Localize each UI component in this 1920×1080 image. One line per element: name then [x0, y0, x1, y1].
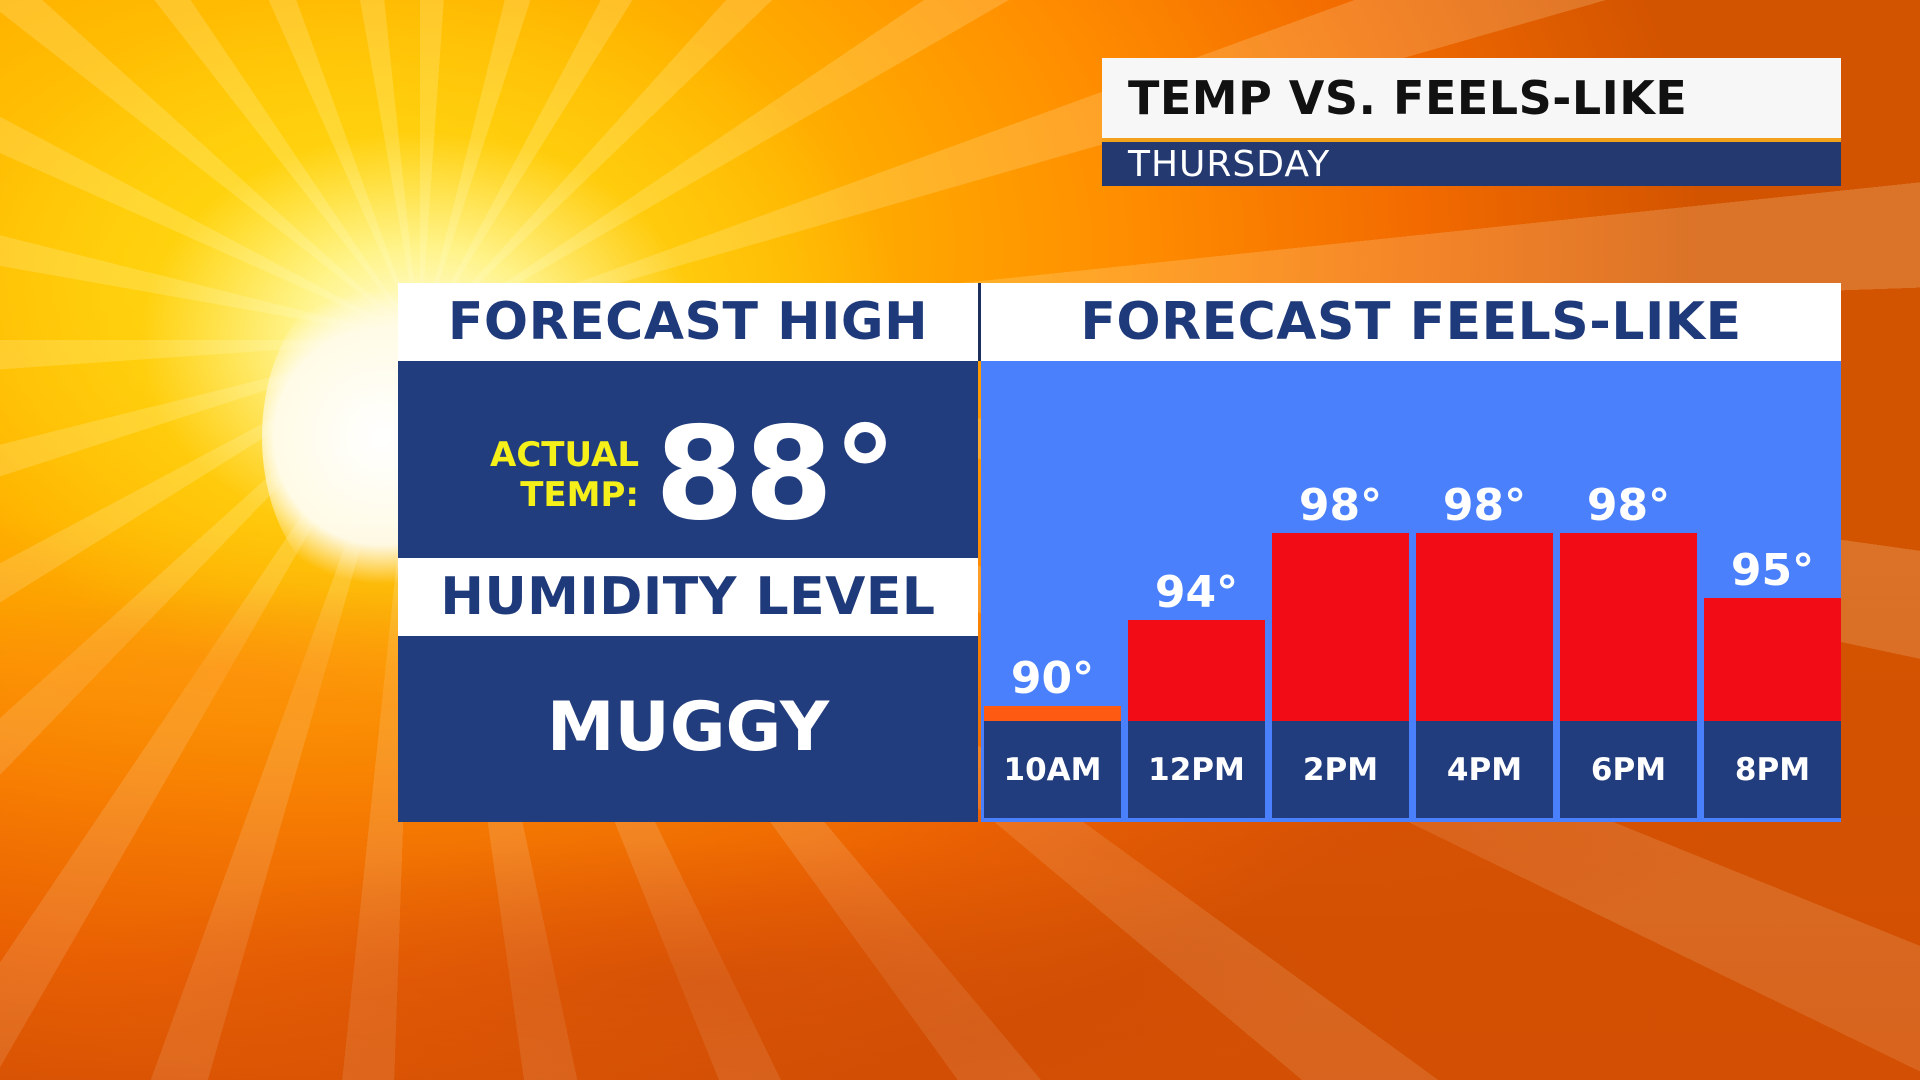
title-box: TEMP VS. FEELS-LIKE THURSDAY [1102, 58, 1841, 186]
bar-column-12pm: 94° 12PM [1128, 361, 1265, 818]
feels-like-panel: FORECAST FEELS-LIKE 90° 10AM 94° 12PM 98° 2PM… [981, 283, 1841, 822]
bar-12pm [1128, 619, 1265, 721]
bar-value-label: 95° [1730, 545, 1815, 597]
time-label: 2PM [1272, 721, 1409, 818]
bar-8pm [1704, 598, 1841, 721]
bar-4pm [1416, 533, 1553, 721]
actual-label-line1: ACTUAL [490, 435, 639, 475]
bar-value-label: 98° [1442, 480, 1527, 532]
bar-2pm [1272, 533, 1409, 721]
humidity-header: HUMIDITY LEVEL [398, 558, 978, 636]
time-label: 6PM [1560, 721, 1697, 818]
humidity-value: MUGGY [546, 688, 830, 767]
actual-temp-box: ACTUAL TEMP: 88° [398, 361, 978, 558]
feels-like-chart: 90° 10AM 94° 12PM 98° 2PM 98° 4PM 98° 6PM 95° 8PM [981, 361, 1841, 822]
actual-label-line2: TEMP: [520, 475, 639, 515]
humidity-box: MUGGY [398, 636, 978, 822]
page-title: TEMP VS. FEELS-LIKE [1102, 58, 1841, 142]
bar-value-label: 94° [1154, 566, 1239, 618]
actual-temp-value: 88° [655, 400, 898, 549]
day-label: THURSDAY [1102, 142, 1841, 186]
forecast-high-panel: FORECAST HIGH ACTUAL TEMP: 88° HUMIDITY … [398, 283, 978, 822]
feels-like-header: FORECAST FEELS-LIKE [981, 283, 1841, 361]
time-label: 12PM [1128, 721, 1265, 818]
bar-value-label: 90° [1010, 652, 1095, 704]
bar-6pm [1560, 533, 1697, 721]
bar-column-6pm: 98° 6PM [1560, 361, 1697, 818]
header-divider [978, 283, 981, 361]
bar-value-label: 98° [1298, 480, 1383, 532]
time-label: 4PM [1416, 721, 1553, 818]
bar-value-label: 98° [1586, 480, 1671, 532]
bar-column-4pm: 98° 4PM [1416, 361, 1553, 818]
forecast-panel: FORECAST HIGH ACTUAL TEMP: 88° HUMIDITY … [398, 283, 1841, 822]
bar-column-10am: 90° 10AM [984, 361, 1121, 818]
time-label: 10AM [984, 721, 1121, 818]
forecast-high-header: FORECAST HIGH [398, 283, 978, 361]
time-label: 8PM [1704, 721, 1841, 818]
bar-10am [984, 705, 1121, 721]
actual-temp-group: ACTUAL TEMP: 88° [490, 405, 897, 545]
bar-column-8pm: 95° 8PM [1704, 361, 1841, 818]
actual-temp-label: ACTUAL TEMP: [490, 435, 639, 515]
bar-column-2pm: 98° 2PM [1272, 361, 1409, 818]
